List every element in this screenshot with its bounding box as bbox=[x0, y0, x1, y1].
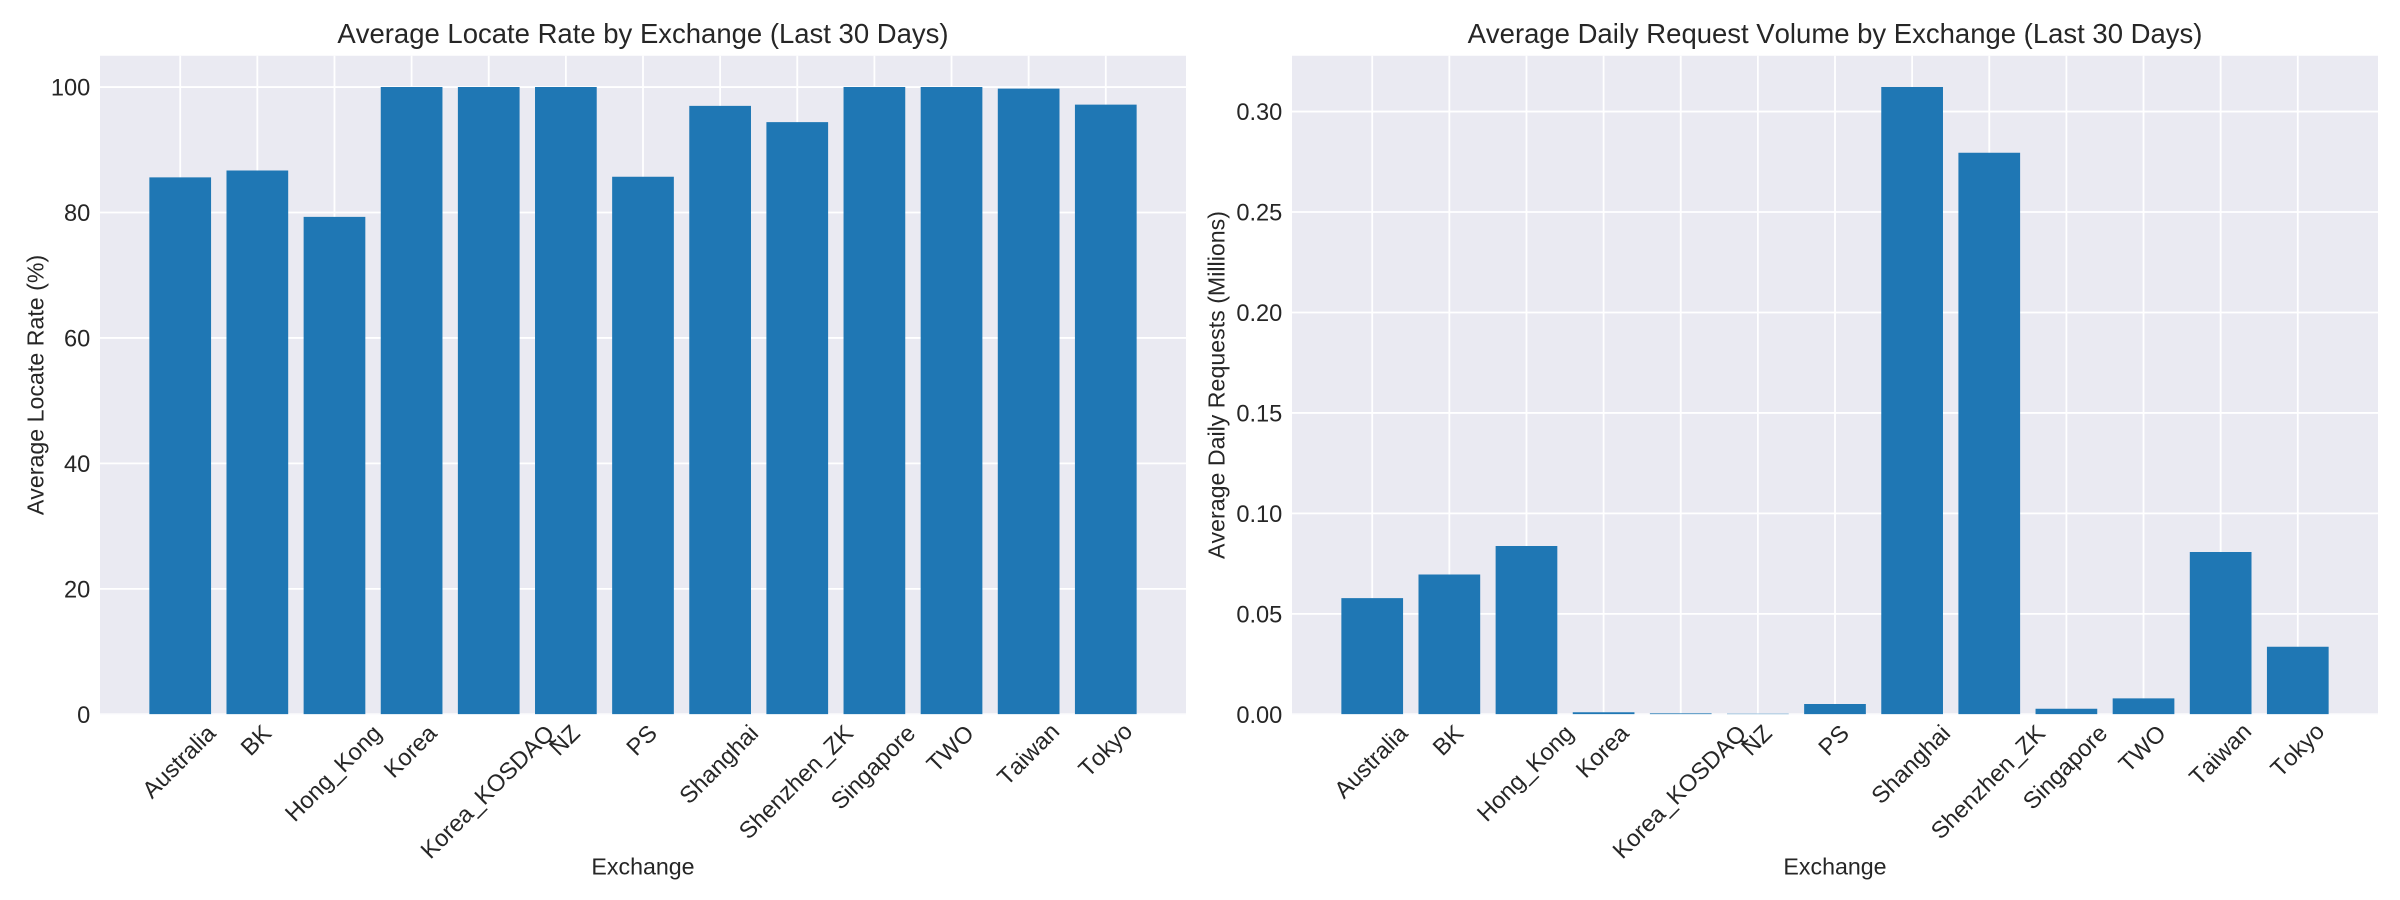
svg-text:0.30: 0.30 bbox=[1236, 100, 1282, 126]
svg-text:Average Daily Requests (Millio: Average Daily Requests (Millions) bbox=[1204, 211, 1230, 559]
svg-text:0.15: 0.15 bbox=[1236, 401, 1282, 427]
svg-text:0.10: 0.10 bbox=[1236, 502, 1282, 528]
svg-text:0: 0 bbox=[77, 703, 90, 729]
svg-text:20: 20 bbox=[64, 577, 90, 603]
svg-text:0.25: 0.25 bbox=[1236, 201, 1282, 227]
svg-text:Average Daily Request Volume b: Average Daily Request Volume by Exchange… bbox=[1468, 18, 2203, 49]
svg-text:Exchange: Exchange bbox=[591, 853, 694, 879]
svg-text:60: 60 bbox=[64, 327, 90, 353]
svg-text:0.05: 0.05 bbox=[1236, 602, 1282, 628]
svg-text:Average Locate Rate by Exchang: Average Locate Rate by Exchange (Last 30… bbox=[337, 18, 948, 49]
svg-text:0.20: 0.20 bbox=[1236, 301, 1282, 327]
svg-text:40: 40 bbox=[64, 452, 90, 478]
svg-text:0.00: 0.00 bbox=[1236, 703, 1282, 729]
svg-text:Average Locate Rate (%): Average Locate Rate (%) bbox=[23, 255, 49, 515]
svg-text:80: 80 bbox=[64, 201, 90, 227]
svg-text:Exchange: Exchange bbox=[1783, 853, 1886, 879]
svg-text:100: 100 bbox=[51, 76, 90, 102]
